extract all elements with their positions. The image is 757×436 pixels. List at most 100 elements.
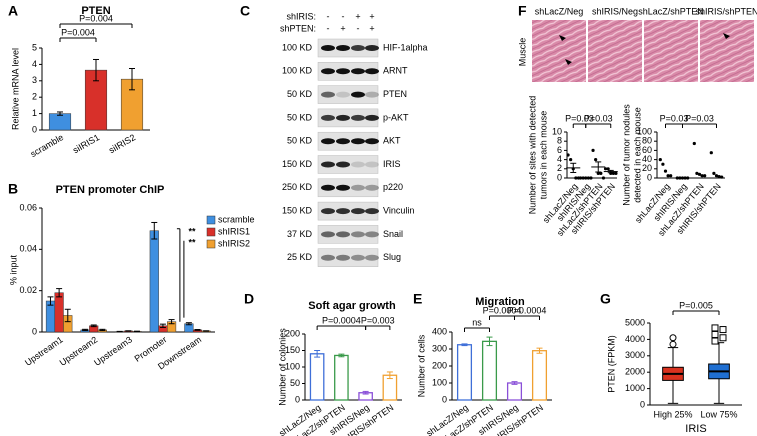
blot-size: 25 KD (287, 252, 313, 262)
annotation: P=0.03 (584, 113, 613, 123)
dot (686, 176, 690, 180)
blot-strip (317, 85, 379, 104)
y-tick-label: 1 (32, 108, 37, 118)
x-tick-label: Upstream1 (23, 334, 65, 367)
annotation: P=0.03 (660, 113, 689, 123)
y-axis-label: Number of sites with detected (527, 96, 537, 215)
bar (54, 292, 64, 333)
bar (149, 230, 159, 333)
y-tick-label: 100 (285, 361, 300, 371)
blot-band (351, 138, 365, 145)
histology-image (532, 20, 586, 82)
blot-band (321, 45, 335, 51)
annotation: ns (472, 317, 482, 327)
y-tick-label: 50 (290, 378, 300, 388)
blot-band (321, 91, 335, 98)
blot-band (351, 184, 365, 191)
dot (695, 171, 699, 175)
y-axis-label: Number of tumor nodules (621, 104, 631, 206)
blot-band (365, 68, 379, 75)
annotation: P=0.0004 (483, 305, 522, 315)
blot-sign: - (357, 23, 360, 33)
annotation: P=0.03 (565, 113, 594, 123)
blot-band (365, 114, 379, 121)
chart-title: PTEN promoter ChIP (56, 184, 165, 196)
annotation: P=0.004 (61, 27, 95, 37)
panel-letter: D (244, 291, 254, 307)
y-tick-label: 0.06 (19, 202, 37, 212)
legend-swatch (206, 215, 216, 225)
y-axis-label: Number of cells (416, 334, 426, 397)
blot-band (336, 231, 350, 238)
panel-letter: A (8, 3, 18, 19)
blot-protein: PTEN (383, 89, 407, 99)
histology-image (644, 20, 698, 82)
bar (531, 350, 548, 401)
chart-title: PTEN (81, 5, 110, 17)
blot-band (321, 254, 335, 261)
dot (697, 172, 702, 176)
blot-header: shPTEN: (280, 23, 316, 33)
y-tick-label: 0 (295, 394, 300, 404)
dot (574, 176, 578, 180)
y-tick-label: 40 (642, 154, 652, 164)
blot-band (365, 138, 379, 145)
chart-title: Migration (475, 296, 525, 308)
panel-letter: C (240, 3, 250, 19)
annotation: P=0.003 (361, 315, 395, 325)
bar (45, 300, 56, 333)
image-label: shIRIS/Neg (592, 6, 638, 16)
dot (614, 171, 618, 175)
blot-band (365, 45, 379, 51)
dot (712, 171, 716, 175)
y-tick-label: 150 (285, 345, 300, 355)
outlier (669, 334, 677, 342)
y-tick-label: 0.04 (19, 244, 37, 254)
y-axis-label: Number of colonies (277, 328, 287, 406)
dot (714, 174, 719, 178)
x-tick-label: Upstream2 (58, 334, 100, 367)
arrowhead (559, 35, 566, 41)
annotation: P=0.005 (679, 300, 713, 310)
y-tick-label: 6 (557, 145, 562, 155)
y-axis-label: % input (8, 254, 18, 285)
dot (720, 175, 724, 179)
y-axis-label: tumors in each mouse (538, 111, 548, 200)
y-tick-label: 2 (32, 92, 37, 102)
image-label: shLacZ/shPTEN (638, 6, 704, 16)
dot (717, 175, 721, 179)
y-tick-label: 4000 (625, 334, 645, 344)
side-label: Muscle (517, 38, 527, 67)
y-tick-label: 0 (32, 326, 37, 336)
x-tick-label: High 25% (653, 409, 692, 419)
blot-protein: IRIS (383, 159, 401, 169)
y-tick-label: 0 (557, 172, 562, 182)
bar (309, 353, 325, 401)
x-axis-label: IRIS (685, 423, 706, 435)
panel-letter: E (413, 291, 422, 307)
dot (569, 158, 573, 162)
y-tick-label: 80 (642, 136, 652, 146)
blot-band (321, 68, 335, 75)
blot-band (365, 208, 379, 215)
blot-band (321, 138, 335, 145)
blot-band (365, 91, 379, 98)
panel-letter: F (518, 3, 527, 19)
blot-band (336, 161, 350, 168)
image-label: shIRIS/shPTEN (695, 6, 757, 16)
blot-band (351, 161, 365, 168)
blot-band (336, 91, 350, 98)
dot (603, 167, 608, 171)
x-tick-label: siIRIS2 (107, 132, 137, 155)
dot (675, 176, 679, 180)
dot (596, 171, 600, 175)
y-tick-label: 0 (640, 399, 645, 409)
histology-image (700, 20, 754, 82)
arrowhead (565, 59, 572, 65)
blot-sign: + (369, 23, 374, 33)
annotation: P=0.0004 (508, 305, 547, 315)
blot-size: 150 KD (282, 159, 313, 169)
annotation: ** (188, 237, 196, 247)
x-tick-label: siIRIS1 (71, 132, 101, 155)
